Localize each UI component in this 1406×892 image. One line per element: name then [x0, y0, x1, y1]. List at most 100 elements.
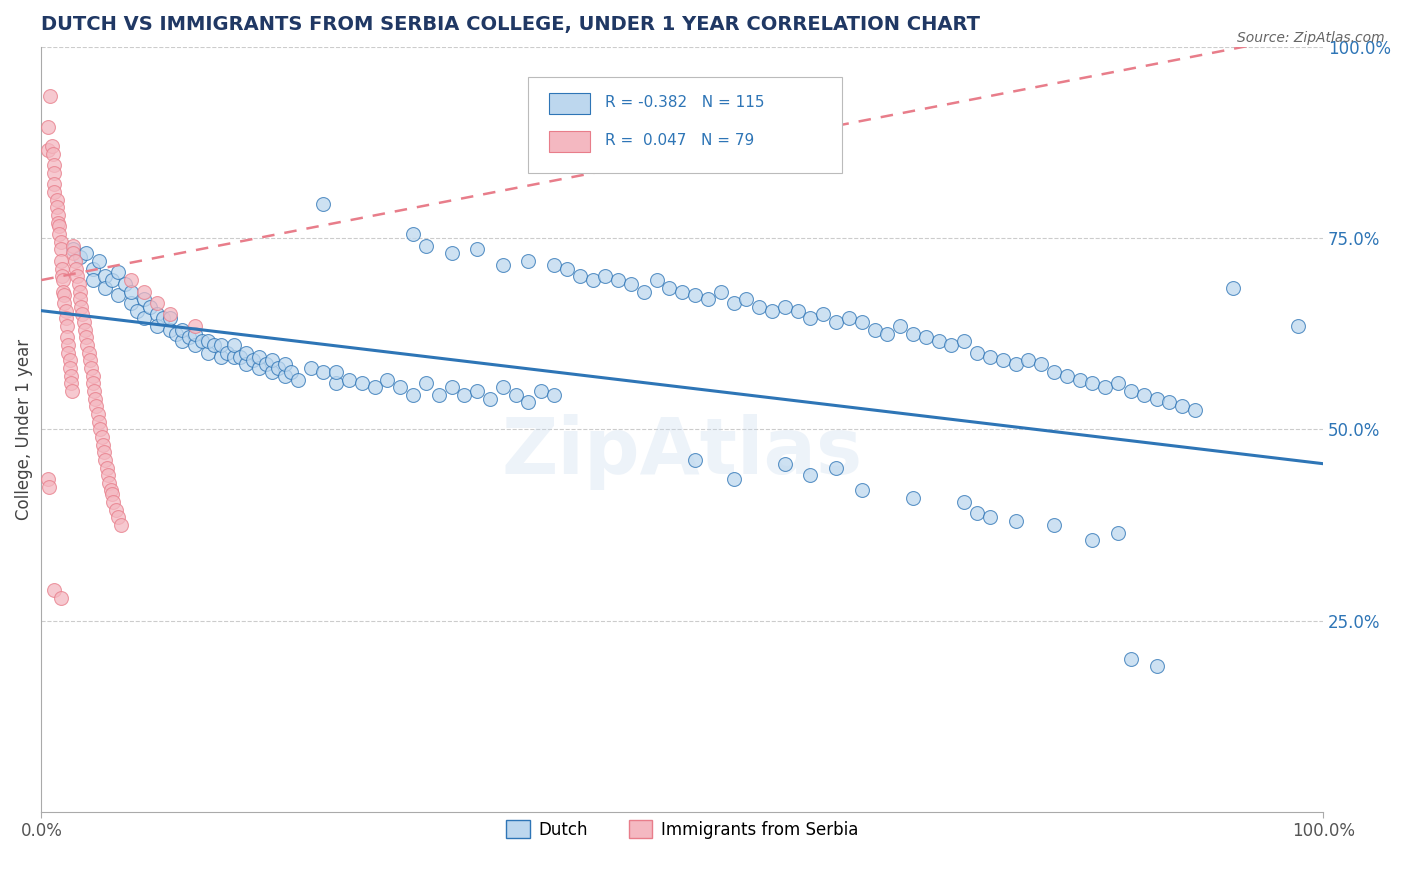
Point [1184, 403, 1206, 417]
Point [53, 288, 76, 302]
Point [941, 338, 963, 352]
Point [966, 345, 988, 359]
Point [568, 269, 591, 284]
Point [101, 495, 124, 509]
Point [979, 510, 1001, 524]
Point [440, 246, 463, 260]
Point [838, 311, 860, 326]
Point [696, 292, 718, 306]
Point [139, 300, 162, 314]
Point [735, 292, 758, 306]
Point [67, 277, 90, 291]
Point [825, 315, 848, 329]
Point [177, 330, 200, 344]
Point [48, 227, 70, 241]
Point [748, 300, 770, 314]
Point [1222, 281, 1244, 295]
Point [90, 430, 112, 444]
Point [120, 296, 142, 310]
Point [222, 338, 245, 352]
Point [94, 281, 117, 295]
Point [82, 368, 104, 383]
Point [37, 472, 59, 486]
Point [66, 269, 89, 284]
Point [45, 200, 67, 214]
Point [52, 273, 75, 287]
Point [165, 326, 187, 341]
Point [260, 353, 283, 368]
Point [337, 372, 360, 386]
Point [172, 334, 194, 349]
Point [60, 384, 83, 398]
Point [96, 460, 118, 475]
Point [901, 491, 924, 505]
Point [45, 193, 67, 207]
Point [72, 315, 94, 329]
Point [120, 285, 142, 299]
Point [209, 338, 232, 352]
Point [723, 472, 745, 486]
Point [229, 350, 252, 364]
Point [402, 388, 425, 402]
Point [184, 338, 207, 352]
Point [889, 318, 911, 333]
Point [1146, 392, 1168, 406]
Point [44, 166, 66, 180]
Point [69, 250, 91, 264]
Point [287, 372, 309, 386]
Point [1029, 357, 1052, 371]
Point [1043, 365, 1066, 379]
FancyBboxPatch shape [548, 93, 591, 114]
Point [1081, 376, 1104, 391]
Point [492, 380, 515, 394]
Point [1171, 400, 1194, 414]
Point [723, 296, 745, 310]
Point [63, 254, 86, 268]
Point [65, 261, 87, 276]
Point [73, 323, 96, 337]
Point [89, 422, 111, 436]
Legend: Dutch, Immigrants from Serbia: Dutch, Immigrants from Serbia [499, 814, 865, 846]
Point [1159, 395, 1181, 409]
Point [132, 292, 155, 306]
Point [683, 288, 706, 302]
Point [786, 303, 808, 318]
Point [1119, 384, 1142, 398]
Point [98, 475, 121, 490]
Point [312, 196, 335, 211]
Point [876, 326, 898, 341]
Point [312, 365, 335, 379]
Point [58, 353, 80, 368]
Point [235, 357, 257, 371]
Point [58, 338, 80, 352]
Point [110, 517, 132, 532]
Point [979, 350, 1001, 364]
Point [190, 334, 212, 349]
Point [41, 139, 63, 153]
Point [70, 300, 93, 314]
Point [197, 345, 219, 359]
Point [683, 453, 706, 467]
Point [260, 365, 283, 379]
Point [46, 208, 69, 222]
Point [132, 311, 155, 326]
Point [645, 273, 668, 287]
Point [97, 468, 120, 483]
Point [56, 330, 79, 344]
Point [77, 345, 100, 359]
Point [37, 120, 59, 134]
Point [671, 285, 693, 299]
Point [217, 345, 239, 359]
Text: R = -0.382   N = 115: R = -0.382 N = 115 [606, 95, 765, 110]
Point [530, 384, 553, 398]
Point [87, 415, 110, 429]
Point [87, 407, 110, 421]
Point [101, 273, 124, 287]
Point [62, 243, 84, 257]
Point [48, 219, 70, 234]
Point [543, 388, 565, 402]
Point [94, 453, 117, 467]
Point [86, 400, 108, 414]
Point [453, 388, 475, 402]
Point [953, 334, 976, 349]
